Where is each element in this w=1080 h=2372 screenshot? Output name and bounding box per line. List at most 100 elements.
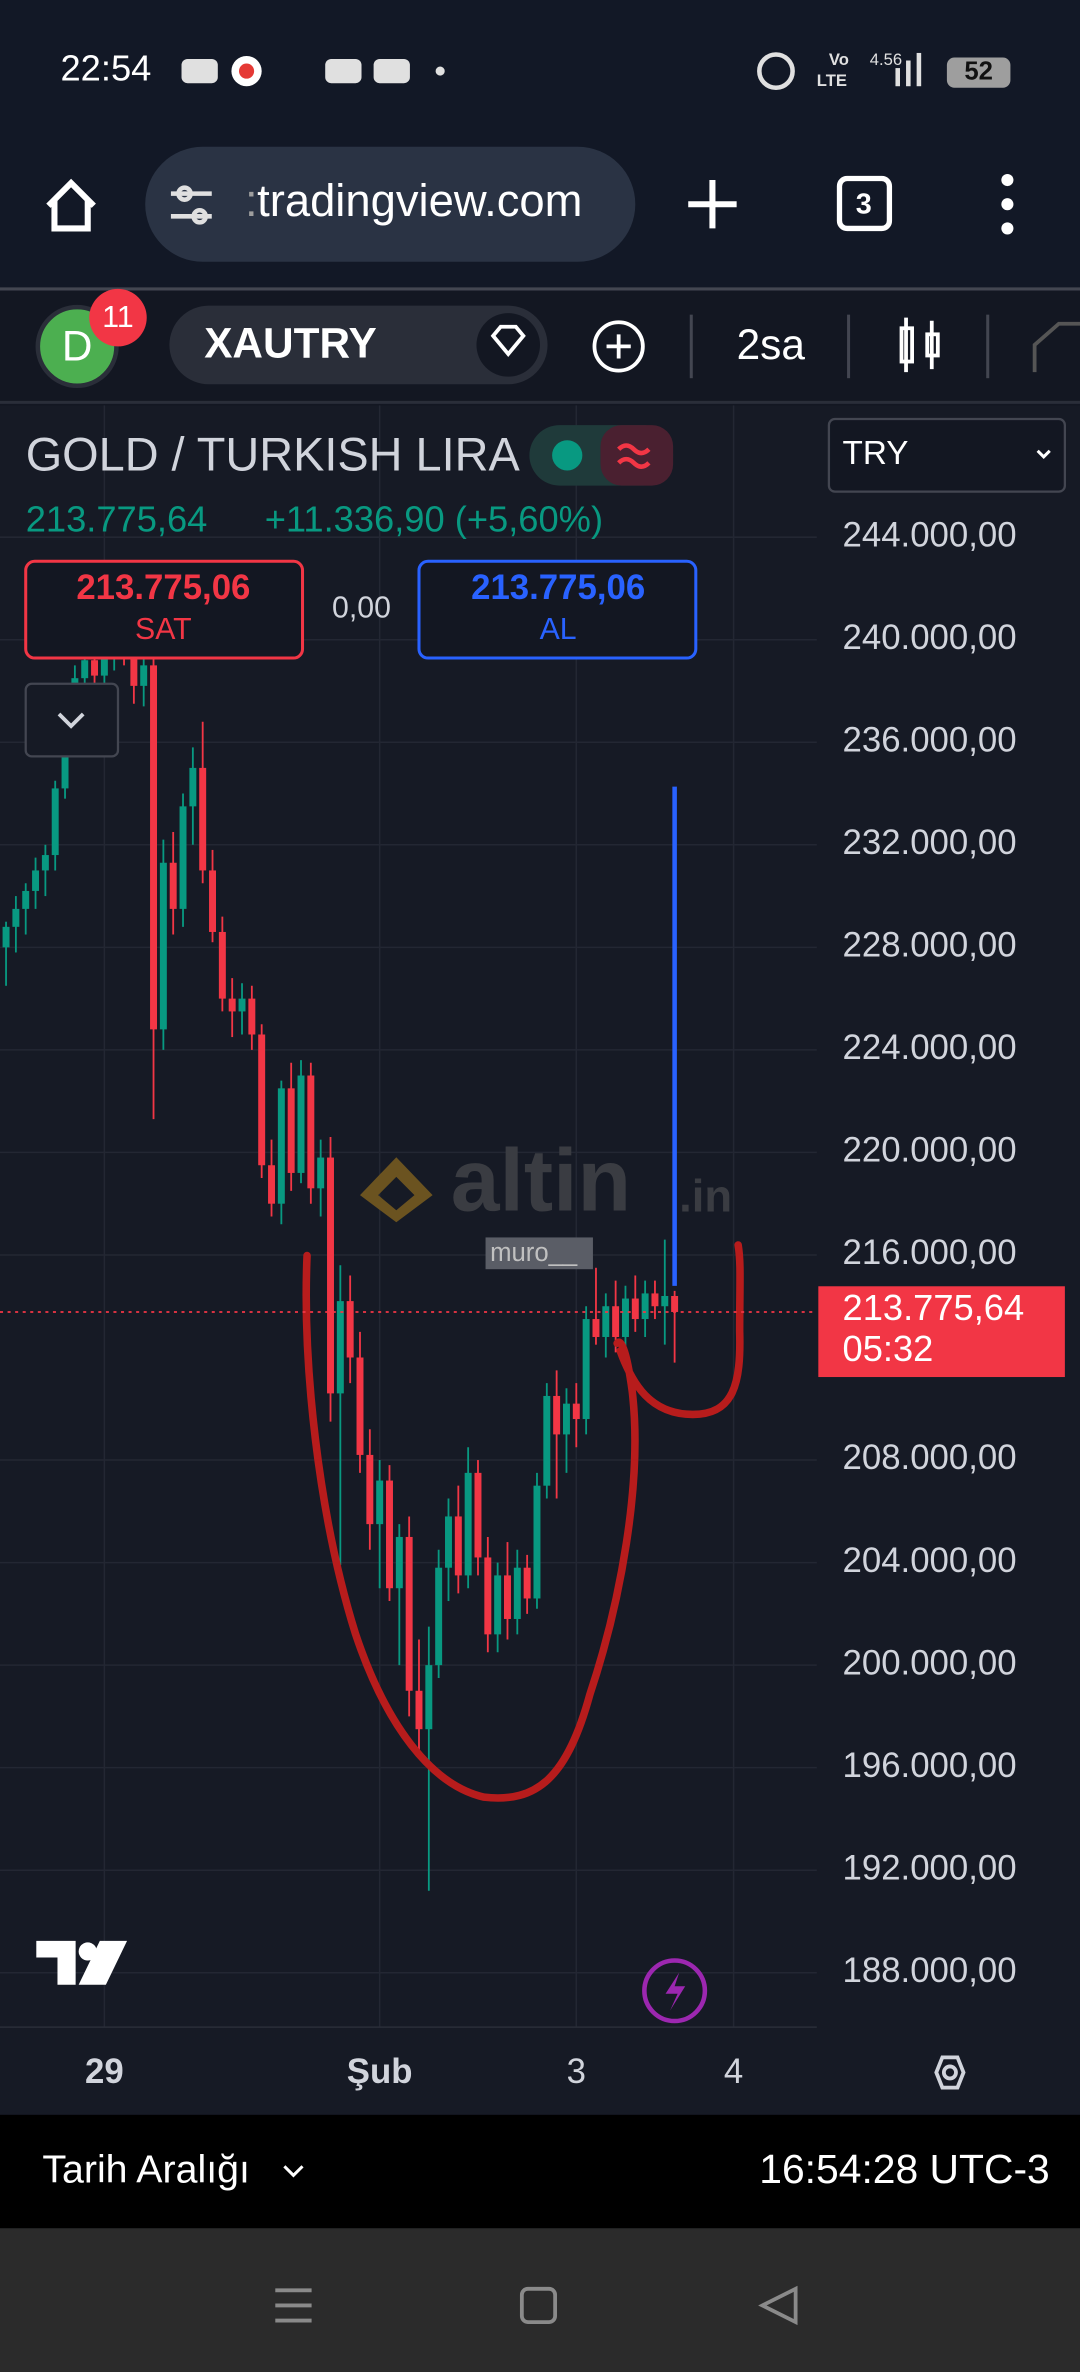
candle-body [425,1665,433,1730]
range-arrow [283,2165,304,2178]
y-tick-label: 192.000,00 [843,1849,1017,1887]
battery: 52 [964,57,993,85]
candle-body [445,1516,452,1568]
hand-drawing [302,1241,744,1802]
url: tradingview.com [257,175,582,226]
y-tick-label: 188.000,00 [843,1952,1017,1990]
candle-body [582,1319,590,1420]
clock[interactable]: 16:54:28 UTC-3 [759,2146,1049,2192]
candle-body [150,665,158,1030]
candle-body [513,1567,521,1619]
site-settings[interactable] [170,185,212,225]
interval[interactable]: 2sa [737,321,806,368]
candle-body [376,1480,384,1525]
candle-body [199,767,207,871]
candle-body [494,1575,502,1635]
candle-body [504,1575,511,1619]
x-tick-label: 3 [567,2053,586,2091]
candle-body [277,1088,285,1204]
candle-body [81,660,89,679]
chart-title: GOLD / TURKISH LIRA [26,429,521,481]
y-tick-label: 196.000,00 [843,1747,1017,1785]
y-tick-label: 240.000,00 [843,619,1017,657]
candle-body [474,1472,482,1558]
x-tick-label: 4 [724,2053,743,2091]
menu-button[interactable] [1001,173,1014,235]
url-bar[interactable] [145,146,636,262]
price-change: +11.336,90 (+5,60%) [265,498,603,539]
y-tick-label: 204.000,00 [843,1542,1017,1580]
tabs-button[interactable] [836,175,893,232]
symbol-search[interactable] [169,305,548,385]
candle-body [612,1306,620,1337]
new-tab[interactable] [688,180,737,229]
candle-body [189,767,197,807]
price-box [818,1286,1065,1378]
nav-home[interactable] [519,2286,558,2324]
candle-body [100,652,108,676]
candle-body [32,870,40,891]
y-tick-label: 200.000,00 [843,1644,1017,1682]
candle-body [258,1034,266,1166]
spread: 0,00 [332,592,391,625]
last-price: 213.775,64 [26,498,208,539]
sell-button[interactable] [24,559,305,660]
settings-button[interactable] [934,2055,966,2090]
candle-body [621,1298,629,1337]
candle-body [386,1480,393,1589]
compare-button[interactable] [592,320,645,373]
date-range[interactable]: Tarih Aralığı [42,2148,250,2192]
user-name: muro__ [490,1239,578,1267]
candle-body [356,1357,364,1455]
candle-body [327,1157,334,1394]
candle-body [159,862,167,1030]
home-button[interactable] [46,178,96,232]
candle-body [671,1295,679,1312]
status-icons [181,52,1011,91]
nav-back[interactable] [758,2285,798,2326]
candle-body [248,998,256,1035]
candle-body [130,655,138,686]
candles [2,608,679,1891]
footer [0,2114,1080,2229]
collapse-button[interactable] [24,682,120,758]
candle-body [268,1165,275,1204]
candle-body [454,1516,462,1576]
status-time: 22:54 [61,48,152,89]
buy-price: 213.775,06 [471,569,645,607]
buy-button[interactable] [417,559,698,660]
watermark-suffix: .in [679,1171,732,1222]
tab-count: 3 [856,188,872,220]
badge-count: 11 [102,301,133,334]
premium-icon[interactable] [476,313,540,377]
candle-body [533,1485,541,1599]
sell-label: SAT [135,613,192,646]
y-tick-label: 224.000,00 [843,1029,1017,1067]
candle-body [405,1536,413,1691]
quick-trade[interactable] [642,1958,708,2024]
candle-body [238,998,246,1012]
chart-type[interactable] [899,317,940,373]
candle-body [661,1295,669,1307]
y-tick-label: 216.000,00 [843,1234,1017,1272]
candle-body [562,1403,570,1435]
volte: Vo [829,50,849,69]
url-prefix: : [245,175,258,226]
net-speed: 4.56 [870,50,902,69]
candle-body [366,1454,374,1525]
plot: altin .in muro__ [2,608,744,1891]
y-tick-label: 236.000,00 [843,721,1017,759]
candle-body [287,1088,295,1173]
candle-body [91,660,99,676]
tv-logo [36,1940,128,1985]
market-open [552,440,583,471]
candle-body [435,1567,443,1666]
indicator-icon[interactable] [1032,321,1080,373]
candle-body [51,788,59,856]
currency-select[interactable] [827,417,1067,493]
candle-body [572,1403,580,1420]
y-tick-label: 220.000,00 [843,1132,1017,1170]
nav-recent[interactable] [275,2288,312,2323]
user-tag [485,1237,593,1270]
sell-price: 213.775,06 [76,569,250,607]
